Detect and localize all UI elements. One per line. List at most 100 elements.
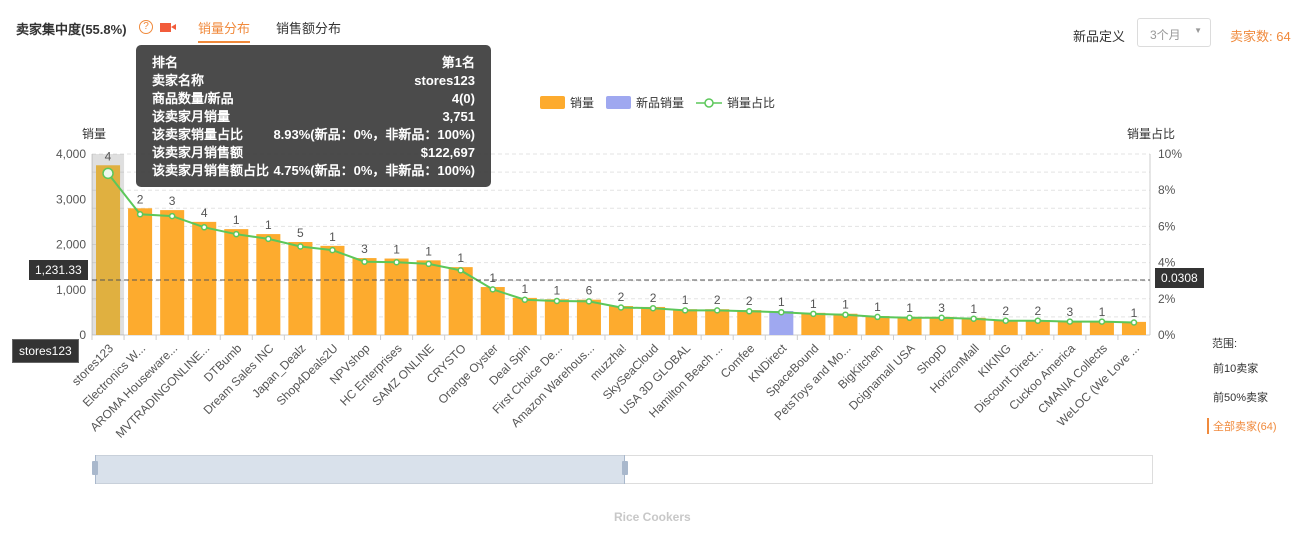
- sales-bar: [320, 245, 345, 335]
- sales-bar: [1089, 320, 1114, 335]
- sales-bar: [96, 165, 121, 335]
- y2-axis-title: 销量占比: [1127, 127, 1176, 141]
- y2-tick-label: 10%: [1158, 147, 1182, 161]
- tooltip-row: 该卖家销量占比 8.93%(新品：0%，非新品：100%): [152, 127, 475, 142]
- zoom-handle-left[interactable]: [92, 461, 98, 475]
- sales-bar: [833, 313, 858, 335]
- bar-data-label: 1: [393, 243, 400, 257]
- y2-tick-label: 2%: [1158, 292, 1176, 306]
- y2-tick-label: 0%: [1158, 328, 1176, 342]
- new-product-period-select[interactable]: 3个月 ▼: [1137, 18, 1211, 47]
- tooltip-row: 卖家名称 stores123: [152, 73, 475, 88]
- share-point: [168, 212, 176, 220]
- tooltip-value: 第1名: [441, 55, 475, 70]
- sales-bar: [961, 317, 986, 335]
- bar-data-label: 3: [361, 242, 368, 256]
- share-point: [489, 286, 497, 293]
- tooltip-row: 商品数量/新品 4(0): [152, 91, 475, 106]
- sales-bar: [576, 299, 601, 335]
- share-point: [1130, 319, 1138, 326]
- chevron-down-icon: ▼: [1194, 26, 1202, 35]
- tooltip-key: 该卖家月销售额占比: [152, 163, 270, 178]
- data-zoom-selection[interactable]: [95, 455, 625, 484]
- help-icon[interactable]: ?: [139, 20, 153, 34]
- share-point: [1034, 317, 1042, 324]
- bar-data-label: 1: [842, 298, 849, 312]
- share-point: [681, 307, 689, 314]
- tooltip-value: 4.75%(新品：0%，非新品：100%): [273, 163, 475, 178]
- range-top10[interactable]: 前10卖家: [1213, 363, 1259, 375]
- sales-chart[interactable]: 0 1,000 2,000 3,000 4,000 0% 2% 4% 6% 8% 10% 4 store…: [0, 0, 1303, 450]
- sales-bar: [897, 316, 922, 335]
- legend-sales[interactable]: 销量: [540, 94, 594, 111]
- y-tick-label: 2,000: [56, 238, 86, 252]
- tooltip-key: 卖家名称: [152, 73, 205, 88]
- share-point: [1098, 318, 1106, 325]
- y2-tick-label: 8%: [1158, 183, 1176, 197]
- bar-data-label: 2: [1002, 304, 1009, 318]
- sales-bar: [512, 297, 537, 335]
- share-point: [649, 304, 657, 312]
- share-point: [297, 243, 304, 250]
- tooltip: 排名 第1名 卖家名称 stores123 商品数量/新品 4(0) 该卖家月销量 3,751…: [136, 45, 491, 187]
- tooltip-row: 排名 第1名: [152, 55, 475, 70]
- bar-data-label: 1: [554, 283, 561, 297]
- legend-share[interactable]: 销量占比: [696, 94, 775, 111]
- share-point: [425, 260, 432, 268]
- tooltip-key: 该卖家销量占比: [152, 127, 244, 142]
- y2-tick-label: 4%: [1158, 256, 1176, 270]
- sales-bar: [1025, 320, 1050, 335]
- bar-data-label: 1: [970, 302, 977, 316]
- sales-bar: [929, 316, 954, 335]
- share-point: [1002, 317, 1009, 324]
- bar-data-label: 1: [682, 293, 689, 307]
- bar-data-label: 2: [137, 192, 144, 206]
- share-point: [938, 314, 945, 322]
- share-point: [393, 258, 400, 266]
- sales-bar: [384, 258, 409, 335]
- sales-bar: [641, 306, 666, 335]
- share-point: [970, 315, 977, 322]
- zoom-handle-right[interactable]: [622, 461, 628, 475]
- sales-bar: [1057, 320, 1082, 335]
- y-tick-label: 1,000: [56, 283, 86, 297]
- share-point: [906, 314, 913, 322]
- tooltip-row: 该卖家月销售额占比 4.75%(新品：0%，非新品：100%): [152, 163, 475, 178]
- bar-data-label: 6: [586, 284, 593, 298]
- tooltip-value: stores123: [414, 73, 475, 88]
- tab-sales-volume[interactable]: 销量分布: [198, 18, 251, 43]
- bar-data-label: 2: [1034, 304, 1041, 318]
- bar-data-label: 4: [201, 206, 208, 220]
- bar-data-label: 1: [521, 282, 528, 296]
- share-point: [329, 246, 336, 254]
- tooltip-value: 3,751: [442, 109, 475, 124]
- range-all[interactable]: 全部卖家(64): [1207, 418, 1277, 434]
- share-point: [233, 230, 240, 238]
- share-point: [713, 307, 721, 314]
- range-top50pct[interactable]: 前50%卖家: [1213, 392, 1269, 404]
- bar-data-label: 4: [105, 149, 112, 163]
- seller-count: 卖家数: 64: [1230, 29, 1291, 44]
- bar-data-label: 1: [778, 295, 785, 309]
- bar-data-label: 1: [1099, 305, 1106, 319]
- share-point: [778, 308, 785, 316]
- sales-bar: [288, 242, 313, 335]
- bar-data-label: 1: [874, 300, 881, 314]
- legend-new-sales[interactable]: 新品销量: [606, 94, 684, 111]
- sales-bar: [416, 260, 441, 335]
- bar-data-label: 2: [746, 294, 753, 308]
- tooltip-key: 排名: [152, 55, 179, 70]
- share-point: [617, 304, 625, 311]
- video-icon[interactable]: [160, 23, 176, 32]
- bar-data-label: 1: [425, 244, 432, 258]
- sales-bar: [801, 312, 826, 335]
- tab-sales-revenue[interactable]: 销售额分布: [276, 21, 342, 36]
- bar-data-label: 1: [329, 230, 336, 244]
- legend-label: 新品销量: [636, 96, 685, 110]
- bar-data-label: 1: [810, 297, 817, 311]
- chart-legend: 销量 新品销量 销量占比: [540, 94, 775, 111]
- tooltip-value: 8.93%(新品：0%，非新品：100%): [273, 127, 475, 142]
- category-name: Rice Cookers: [614, 510, 691, 524]
- share-point: [265, 235, 272, 243]
- tooltip-value: $122,697: [420, 145, 475, 160]
